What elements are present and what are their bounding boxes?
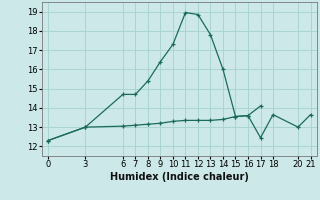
X-axis label: Humidex (Indice chaleur): Humidex (Indice chaleur) [110,172,249,182]
